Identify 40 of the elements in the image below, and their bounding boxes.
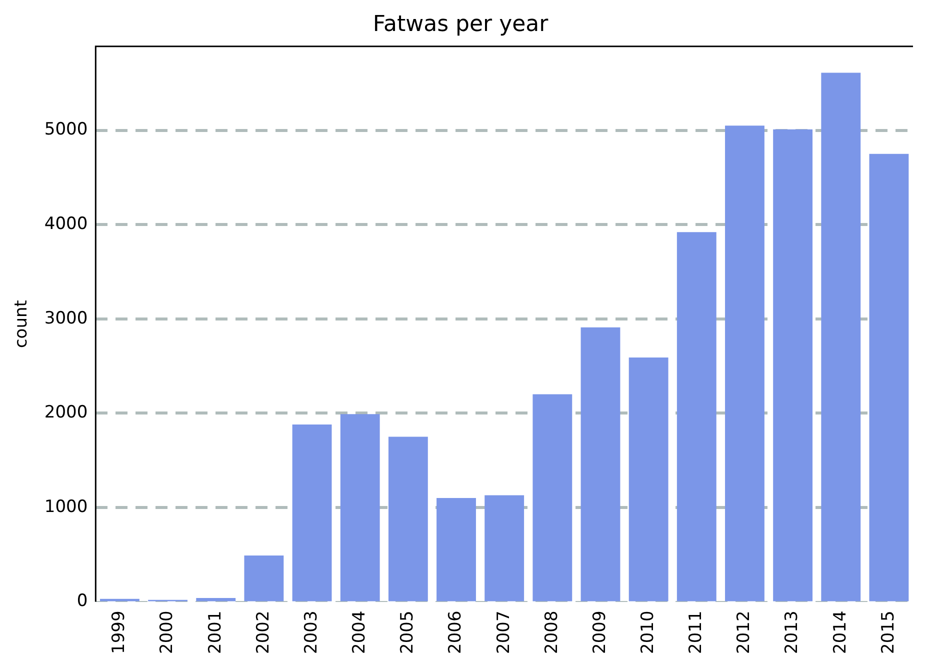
x-tick-label: 2012	[734, 610, 754, 654]
x-tick-label: 2009	[590, 610, 610, 654]
y-tick-label: 5000	[44, 120, 88, 140]
x-tick-label: 1999	[109, 610, 130, 654]
x-tick-label: 2001	[205, 610, 226, 654]
bar	[532, 394, 572, 602]
bar	[580, 327, 620, 602]
x-tick-label: 2002	[253, 610, 274, 654]
x-tick-label: 2015	[878, 610, 898, 654]
x-tick-label: 2011	[686, 610, 706, 654]
bar	[821, 72, 861, 602]
y-tick-label: 4000	[44, 214, 88, 234]
y-tick-label: 2000	[44, 402, 88, 423]
x-tick-label: 2006	[446, 610, 466, 654]
y-tick-label: 1000	[44, 496, 88, 517]
x-tick-label: 2004	[350, 610, 370, 654]
bar	[436, 498, 476, 602]
y-tick-label: 0	[76, 591, 88, 612]
x-tick-label: 2000	[157, 610, 178, 654]
x-tick-label: 2010	[638, 610, 658, 654]
bar	[484, 495, 524, 602]
x-tick-label: 2003	[301, 610, 322, 654]
x-tick-label: 2013	[782, 610, 802, 654]
bar	[869, 154, 909, 602]
bar	[244, 556, 284, 602]
bar	[628, 358, 668, 602]
bar	[725, 126, 764, 602]
x-tick-label: 2008	[542, 610, 562, 654]
bar	[292, 424, 332, 602]
bar	[196, 598, 236, 602]
bar	[773, 129, 813, 602]
bar	[676, 232, 716, 602]
bar	[388, 436, 428, 602]
bar	[340, 414, 380, 602]
chart-title: Fatwas per year	[372, 12, 550, 37]
y-tick-label: 3000	[44, 308, 88, 328]
x-tick-label: 2005	[398, 610, 418, 654]
x-tick-label: 2007	[494, 610, 514, 654]
x-tick-label: 2014	[830, 610, 850, 654]
y-axis-title: count	[12, 300, 32, 348]
